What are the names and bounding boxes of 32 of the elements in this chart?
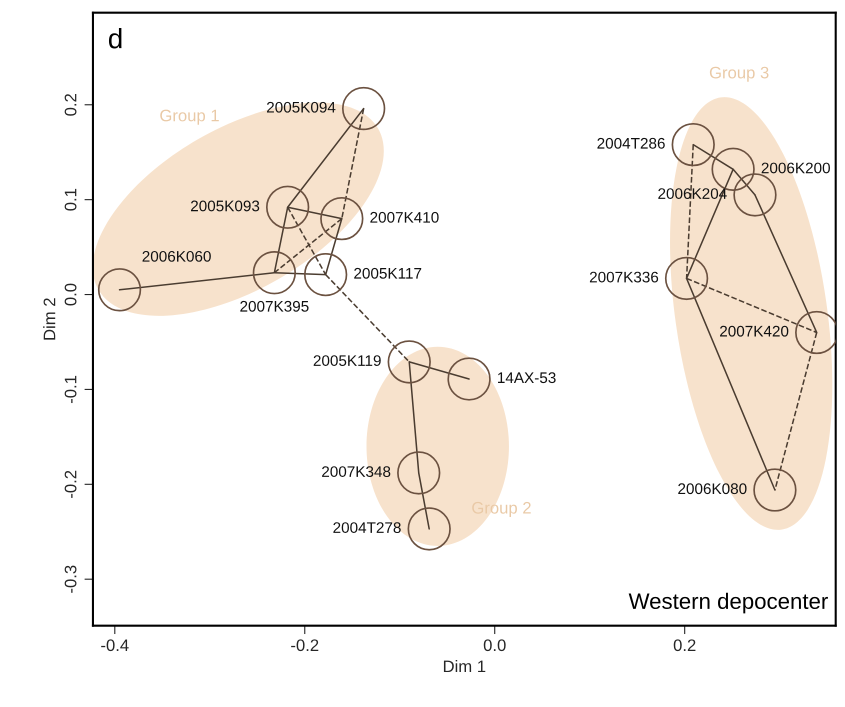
data-label: 14AX-53 [498, 372, 556, 384]
data-label: 2007K420 [720, 326, 788, 337]
y-tick-label: -0.2 [64, 470, 76, 498]
annotation: Group 3 [710, 66, 769, 82]
data-label: 2005K117 [354, 268, 422, 279]
data-label: 2007K348 [322, 466, 390, 478]
data-label: 2004T286 [597, 138, 665, 149]
data-label: 2005K093 [190, 200, 260, 212]
annotation: d [108, 28, 122, 48]
y-tick-label: 0.2 [64, 94, 76, 116]
y-tick-label: 0.1 [64, 188, 76, 211]
data-label: 2007K336 [590, 272, 658, 283]
x-tick-label: -0.2 [291, 639, 318, 652]
annotation: Western depocenter [628, 592, 828, 614]
y-tick-label: -0.1 [64, 376, 76, 404]
data-label: 2006K200 [762, 162, 830, 174]
x-tick-label: 0.0 [484, 639, 506, 652]
y-axis-title: Dim 2 [43, 298, 56, 340]
annotation: Group 2 [472, 502, 531, 517]
data-label: 2005K119 [314, 355, 381, 366]
data-label: 2006K060 [142, 250, 211, 262]
y-tick-label: 0.0 [64, 284, 76, 306]
x-axis-title: Dim 1 [444, 660, 486, 672]
data-label: 2005K094 [266, 102, 336, 113]
data-label: 2007K410 [370, 212, 439, 223]
y-tick-label: -0.3 [64, 566, 76, 593]
data-label: 2007K395 [240, 300, 309, 312]
data-label: 2004T278 [333, 522, 401, 534]
data-label: 2006K080 [678, 483, 747, 494]
annotation: Group 1 [160, 110, 219, 125]
x-tick-label: 0.2 [674, 639, 696, 652]
x-tick-label: -0.4 [101, 639, 129, 652]
